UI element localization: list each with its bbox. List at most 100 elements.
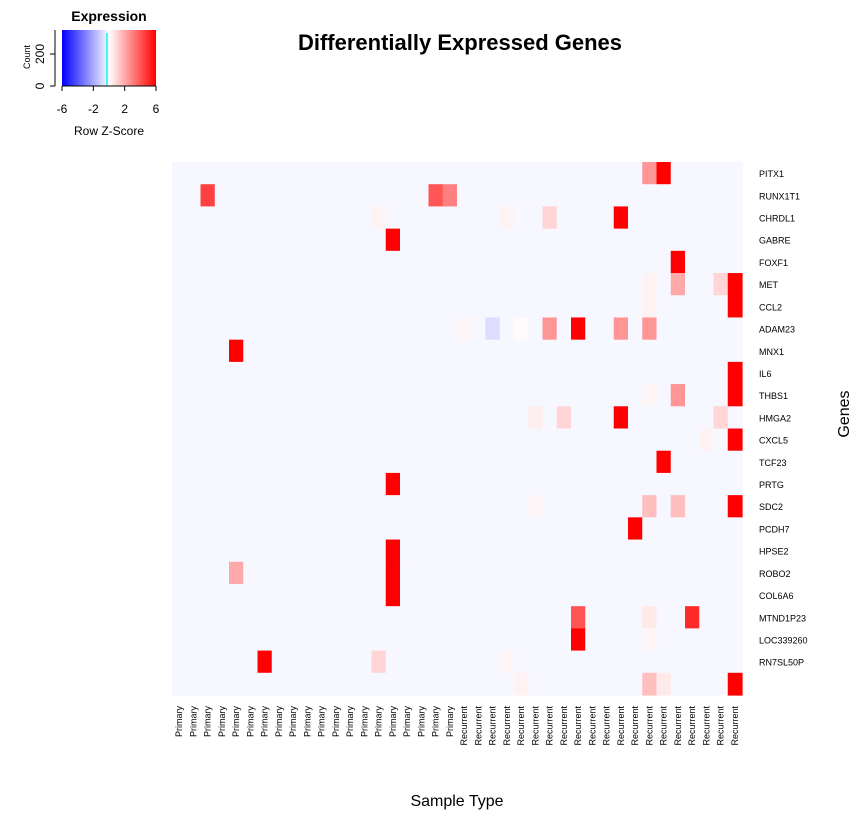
heatmap-cell	[457, 495, 472, 518]
heatmap-cell	[457, 317, 472, 341]
heatmap-cell	[542, 384, 558, 407]
heatmap-cell	[556, 495, 572, 518]
heatmap-cell	[186, 162, 202, 185]
column-label: Recurrent	[573, 706, 583, 746]
heatmap-cell	[214, 206, 230, 230]
heatmap-cell	[343, 361, 358, 385]
heatmap-cell	[214, 583, 230, 607]
heatmap-cell	[685, 317, 700, 341]
heatmap-cell	[713, 273, 729, 296]
heatmap-cell	[328, 472, 344, 496]
heatmap-cell	[542, 206, 558, 230]
heatmap-cell	[243, 495, 259, 518]
heatmap-cell	[528, 162, 544, 185]
heatmap-cell	[485, 517, 501, 541]
heatmap-cell	[613, 606, 629, 629]
heatmap-cell	[514, 650, 529, 674]
column-label: Recurrent	[587, 706, 597, 746]
heatmap-cell	[713, 428, 729, 452]
heatmap-cell	[499, 339, 515, 363]
heatmap-cell	[271, 317, 287, 341]
heatmap-cell	[514, 672, 529, 696]
heatmap-cell	[713, 472, 729, 496]
heatmap-cell	[485, 628, 501, 652]
heatmap-cell	[471, 517, 487, 541]
heatmap-cell	[414, 361, 430, 385]
heatmap-cell	[599, 561, 615, 585]
heatmap-cell	[371, 517, 387, 541]
heatmap-cell	[428, 206, 444, 230]
heatmap-cell	[699, 384, 715, 407]
heatmap-cell	[556, 228, 572, 252]
heatmap-cell	[457, 406, 472, 430]
heatmap-cell	[713, 517, 729, 541]
heatmap-cell	[599, 162, 615, 185]
heatmap-cell	[670, 206, 686, 230]
heatmap-cell	[642, 628, 658, 652]
heatmap-cell	[371, 606, 387, 629]
heatmap-cell	[357, 317, 373, 341]
heatmap-cell	[613, 672, 629, 696]
heatmap-cell	[229, 628, 244, 652]
column-label: Recurrent	[516, 706, 526, 746]
heatmap-cell	[385, 606, 401, 629]
heatmap-cell	[670, 273, 686, 296]
heatmap-cell	[656, 228, 672, 252]
heatmap-cell	[571, 539, 586, 563]
heatmap-cell	[499, 206, 515, 230]
heatmap-cell	[514, 628, 529, 652]
heatmap-cell	[343, 650, 358, 674]
heatmap-cell	[457, 472, 472, 496]
heatmap-cell	[699, 228, 715, 252]
heatmap-cell	[656, 628, 672, 652]
heatmap-cell	[699, 606, 715, 629]
heatmap-cell	[428, 384, 444, 407]
heatmap-cell	[400, 162, 415, 185]
column-label: Primary	[217, 706, 227, 737]
heatmap-cell	[499, 273, 515, 296]
heatmap-cell	[471, 250, 487, 274]
heatmap-cell	[314, 628, 330, 652]
heatmap-cell	[571, 583, 586, 607]
heatmap-cell	[343, 539, 358, 563]
heatmap-cell	[343, 495, 358, 518]
column-label: Recurrent	[602, 706, 612, 746]
heatmap-cell	[514, 162, 529, 185]
heatmap-cell	[428, 495, 444, 518]
heatmap-cell	[457, 628, 472, 652]
heatmap-cell	[699, 628, 715, 652]
heatmap-cell	[229, 583, 244, 607]
heatmap-cell	[214, 650, 230, 674]
heatmap-cell	[514, 273, 529, 296]
heatmap-cell	[385, 672, 401, 696]
heatmap-cell	[371, 583, 387, 607]
heatmap-cell	[642, 406, 658, 430]
heatmap-cell	[699, 361, 715, 385]
heatmap-cell	[357, 206, 373, 230]
heatmap-cell	[571, 428, 586, 452]
heatmap-cell	[186, 495, 202, 518]
heatmap-cell	[328, 450, 344, 474]
heatmap-cell	[243, 583, 259, 607]
heatmap-cell	[457, 384, 472, 407]
heatmap-cell	[514, 406, 529, 430]
heatmap-cell	[514, 606, 529, 629]
heatmap-cell	[300, 539, 316, 563]
heatmap-cell	[186, 606, 202, 629]
heatmap-cell	[243, 672, 259, 696]
heatmap-cell	[556, 295, 572, 319]
heatmap-cell	[485, 250, 501, 274]
heatmap-cell	[414, 228, 430, 252]
heatmap-cell	[328, 628, 344, 652]
heatmap-cell	[642, 539, 658, 563]
heatmap-cell	[442, 361, 458, 385]
heatmap-cell	[229, 206, 244, 230]
heatmap-cell	[414, 561, 430, 585]
heatmap-cell	[442, 428, 458, 452]
heatmap-cell	[314, 250, 330, 274]
heatmap-cell	[414, 339, 430, 363]
heatmap-cell	[628, 583, 643, 607]
heatmap-cell	[343, 406, 358, 430]
heatmap-cell	[257, 517, 273, 541]
heatmap-cell	[414, 583, 430, 607]
